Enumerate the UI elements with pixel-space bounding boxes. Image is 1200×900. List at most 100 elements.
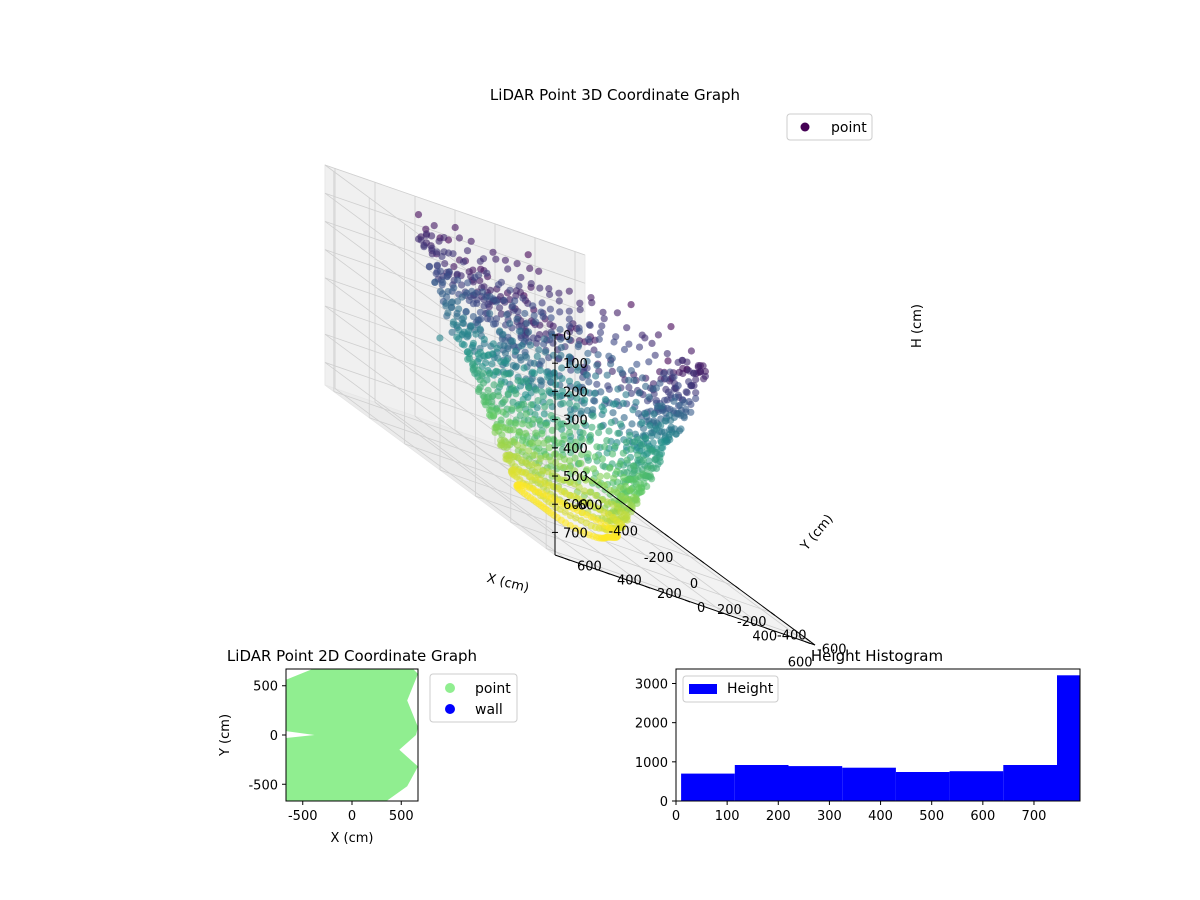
chart-3d-point <box>527 280 535 288</box>
chart-3d-point <box>591 453 599 461</box>
chart-3d-point <box>578 435 586 444</box>
chart-3d-point <box>641 334 649 342</box>
chart-3d-point <box>654 331 663 339</box>
chart-3d-grid-line <box>334 388 566 559</box>
chart-3d-point <box>620 473 628 482</box>
chart-3d-point <box>469 313 477 321</box>
chart-3d-point <box>599 462 607 470</box>
chart-2d-legend-marker-point <box>445 683 455 693</box>
chart-3d-point <box>660 369 668 377</box>
chart-3d-point <box>565 315 573 323</box>
chart-3d-point <box>541 348 550 356</box>
chart-3d-point <box>472 330 480 338</box>
chart-2d-legend-marker-wall <box>445 704 455 714</box>
chart-3d-point <box>657 438 665 446</box>
chart-3d-point <box>558 387 567 395</box>
chart-3d-point <box>565 399 574 408</box>
chart-3d-point <box>476 308 484 316</box>
chart-2d-point-cloud <box>286 669 418 801</box>
chart-3d-point <box>613 309 622 317</box>
chart-3d-point <box>538 299 546 307</box>
chart-3d-point <box>646 471 654 479</box>
chart-3d-point <box>594 351 602 359</box>
chart-3d-point <box>666 368 674 376</box>
chart-3d-point <box>596 329 605 337</box>
chart-3d-point <box>603 437 611 445</box>
chart-3d-point <box>565 287 573 295</box>
chart-3d-point <box>670 373 678 381</box>
chart-3d-point <box>594 478 602 486</box>
chart-3d-point <box>604 382 612 390</box>
chart-3d-point <box>515 282 523 290</box>
chart-3d-point <box>598 496 606 504</box>
chart-3d-x-tick-label: -400 <box>608 525 638 540</box>
chart-3d-point <box>445 268 453 276</box>
chart-3d-point <box>545 444 553 452</box>
chart-3d-point <box>504 265 512 273</box>
chart-3d-point <box>634 436 642 444</box>
chart-3d-x-tick-label: 400 <box>752 629 777 644</box>
chart-3d-x-tick-label: 0 <box>690 577 698 592</box>
chart-3d-legend-marker <box>800 122 810 132</box>
chart-3d-point <box>515 428 523 436</box>
chart-3d-point <box>442 299 450 307</box>
chart-3d-point <box>436 334 444 342</box>
chart-3d-point <box>513 260 521 268</box>
chart-3d-point <box>449 318 457 326</box>
chart-3d-point <box>469 300 477 308</box>
chart-3d-point <box>608 367 616 375</box>
chart-3d-point <box>665 431 674 439</box>
chart-3d-point <box>645 393 653 401</box>
chart-3d-point <box>680 412 688 420</box>
chart-3d-point <box>634 410 643 418</box>
chart-3d-point <box>506 286 514 294</box>
chart-3d-point <box>561 508 569 516</box>
chart-3d-point <box>572 423 580 431</box>
chart-3d-point <box>578 450 586 459</box>
chart-3d-x-tick <box>805 638 811 642</box>
chart-3d-z-tick-label: 400 <box>563 442 588 457</box>
chart-3d-point <box>583 364 591 372</box>
chart-3d-point <box>628 420 636 428</box>
histogram-bar <box>895 772 950 801</box>
chart-3d-point <box>499 408 507 416</box>
chart-3d-point <box>511 347 519 356</box>
chart-3d-point <box>493 367 501 375</box>
chart-3d-point <box>625 376 633 384</box>
chart-3d-point <box>590 346 598 354</box>
chart-3d-point <box>589 465 598 473</box>
chart-3d-point <box>682 405 690 413</box>
chart-3d-point <box>523 459 531 467</box>
chart-3d-point <box>520 400 528 408</box>
chart-3d-point <box>566 328 574 336</box>
chart-3d-point <box>433 248 441 256</box>
chart-3d-point <box>595 429 603 437</box>
chart-3d-point <box>465 350 474 358</box>
histogram-bar <box>842 767 896 801</box>
chart-3d-point <box>566 422 574 431</box>
chart-3d-point <box>492 255 500 263</box>
chart-3d-point <box>538 430 546 438</box>
chart-3d-z-tick-label: 0 <box>563 329 571 344</box>
chart-3d-points <box>414 211 710 542</box>
chart-3d-point <box>574 363 582 371</box>
chart-3d-point <box>635 389 643 397</box>
chart-3d-point <box>450 284 458 292</box>
chart-3d-point <box>645 358 653 366</box>
chart-3d-point <box>613 502 621 511</box>
chart-3d-point <box>629 462 638 470</box>
chart-3d-point <box>641 410 650 418</box>
chart-3d-point <box>585 335 593 343</box>
chart-3d-point <box>512 390 520 398</box>
chart-3d-point <box>606 464 614 472</box>
histogram-legend: Height <box>682 675 779 703</box>
chart-3d-point <box>526 341 535 349</box>
chart-3d-point <box>540 410 548 418</box>
chart-3d-point <box>667 323 675 331</box>
chart-3d-point <box>596 472 604 480</box>
chart-3d-point <box>571 467 579 475</box>
chart-3d-point <box>460 314 468 322</box>
chart-3d-point <box>579 429 587 437</box>
chart-3d-point <box>453 312 461 320</box>
chart-3d-point <box>552 381 560 389</box>
